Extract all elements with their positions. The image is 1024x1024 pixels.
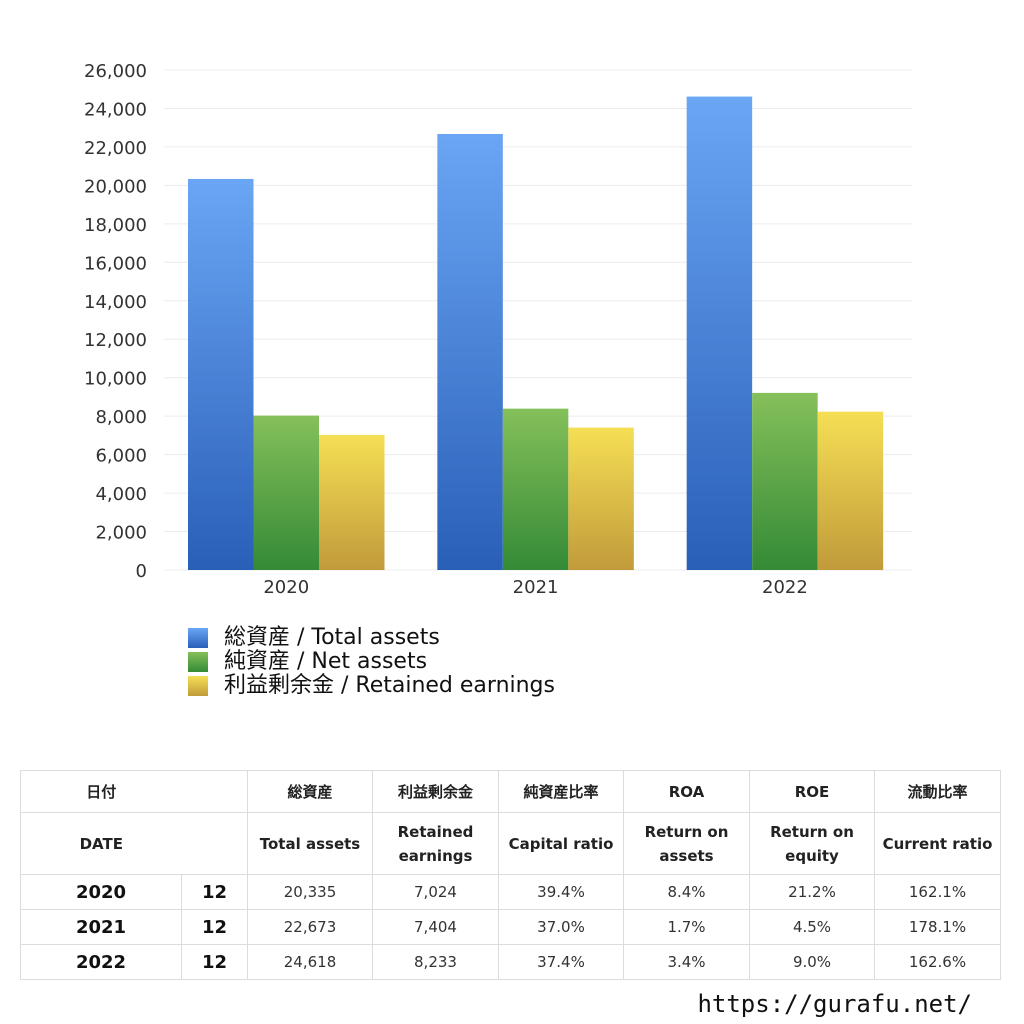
legend-swatch-total-assets bbox=[188, 628, 208, 648]
table-header-ja: 日付 総資産 利益剰余金 純資産比率 ROA ROE 流動比率 bbox=[20, 770, 1001, 813]
header-total-assets-en: Total assets bbox=[247, 812, 373, 875]
header-month-en bbox=[181, 812, 248, 875]
y-tick-label: 18,000 bbox=[84, 215, 147, 236]
cell-retained-earnings: 7,024 bbox=[372, 874, 499, 910]
header-line: Capital ratio bbox=[508, 834, 614, 853]
cell-current-ratio: 178.1% bbox=[874, 909, 1001, 945]
header-current-ratio-ja: 流動比率 bbox=[874, 770, 1001, 813]
cell-current-ratio: 162.1% bbox=[874, 874, 1001, 910]
y-tick-label: 24,000 bbox=[84, 99, 147, 120]
bar-retained-earnings bbox=[568, 427, 634, 570]
cell-total-assets: 24,618 bbox=[247, 944, 373, 980]
y-tick-label: 22,000 bbox=[84, 138, 147, 159]
header-roe-ja: ROE bbox=[749, 770, 875, 813]
header-roe-en: Return on equity bbox=[749, 812, 875, 875]
y-tick-label: 2,000 bbox=[95, 523, 147, 544]
legend-item-total-assets: 総資産 / Total assets bbox=[188, 626, 555, 650]
cell-month: 12 bbox=[181, 944, 248, 980]
header-line: assets bbox=[659, 846, 714, 865]
cell-capital-ratio: 37.0% bbox=[498, 909, 624, 945]
header-line: Return on bbox=[644, 822, 729, 841]
bar-total-assets bbox=[188, 178, 254, 570]
cell-total-assets: 20,335 bbox=[247, 874, 373, 910]
legend-label: 総資産 / Total assets bbox=[224, 625, 440, 650]
legend: 総資産 / Total assets 純資産 / Net assets 利益剰余… bbox=[188, 626, 555, 698]
cell-roa: 3.4% bbox=[623, 944, 750, 980]
bar-net-assets bbox=[253, 415, 319, 570]
bar-total-assets bbox=[437, 133, 503, 570]
cell-year: 2021 bbox=[20, 909, 182, 945]
cell-roa: 8.4% bbox=[623, 874, 750, 910]
x-tick-label: 2022 bbox=[762, 577, 808, 598]
y-tick-label: 8,000 bbox=[95, 407, 147, 428]
cell-month: 12 bbox=[181, 874, 248, 910]
y-tick-label: 6,000 bbox=[95, 446, 147, 467]
header-retained-earnings-en: Retained earnings bbox=[372, 812, 499, 875]
y-tick-label: 26,000 bbox=[84, 61, 147, 82]
bar-chart: 0 2,000 4,000 6,000 8,000 10,000 12,000 14,000 1… bbox=[84, 61, 912, 598]
header-total-assets-ja: 総資産 bbox=[247, 770, 373, 813]
legend-item-net-assets: 純資産 / Net assets bbox=[188, 650, 555, 674]
header-current-ratio-en: Current ratio bbox=[874, 812, 1001, 875]
table-row: 2020 12 20,335 7,024 39.4% 8.4% 21.2% 16… bbox=[20, 874, 1001, 910]
cell-total-assets: 22,673 bbox=[247, 909, 373, 945]
x-tick-label: 2020 bbox=[263, 577, 309, 598]
bar-net-assets bbox=[502, 408, 569, 570]
x-tick-label: 2021 bbox=[513, 577, 559, 598]
y-tick-label: 4,000 bbox=[95, 484, 147, 505]
y-tick-label: 16,000 bbox=[84, 253, 147, 274]
table-row: 2022 12 24,618 8,233 37.4% 3.4% 9.0% 162… bbox=[20, 944, 1001, 980]
bar-retained-earnings bbox=[817, 411, 884, 570]
cell-roe: 9.0% bbox=[749, 944, 875, 980]
legend-label: 利益剰余金 / Retained earnings bbox=[224, 673, 555, 698]
legend-label: 純資産 / Net assets bbox=[224, 649, 428, 674]
header-roa-ja: ROA bbox=[623, 770, 750, 813]
y-tick-label: 0 bbox=[136, 561, 147, 582]
header-month-ja bbox=[181, 770, 248, 813]
legend-swatch-net-assets bbox=[188, 652, 208, 672]
cell-year: 2022 bbox=[20, 944, 182, 980]
header-line: Retained bbox=[397, 822, 474, 841]
bar-total-assets bbox=[686, 96, 753, 571]
cell-month: 12 bbox=[181, 909, 248, 945]
cell-capital-ratio: 39.4% bbox=[498, 874, 624, 910]
header-date-ja: 日付 bbox=[20, 770, 182, 813]
x-axis: 2020 2021 2022 bbox=[263, 577, 807, 598]
header-roa-en: Return on assets bbox=[623, 812, 750, 875]
header-capital-ratio-en: Capital ratio bbox=[498, 812, 624, 875]
cell-roa: 1.7% bbox=[623, 909, 750, 945]
cell-capital-ratio: 37.4% bbox=[498, 944, 624, 980]
y-tick-label: 14,000 bbox=[84, 292, 147, 313]
header-capital-ratio-ja: 純資産比率 bbox=[498, 770, 624, 813]
y-tick-label: 20,000 bbox=[84, 176, 147, 197]
cell-roe: 4.5% bbox=[749, 909, 875, 945]
site-url[interactable]: https://gurafu.net/ bbox=[697, 990, 972, 1018]
header-line: DATE bbox=[79, 834, 123, 853]
header-retained-earnings-ja: 利益剰余金 bbox=[372, 770, 499, 813]
cell-retained-earnings: 8,233 bbox=[372, 944, 499, 980]
header-line: Current ratio bbox=[882, 834, 993, 853]
header-line: equity bbox=[785, 846, 839, 865]
cell-retained-earnings: 7,404 bbox=[372, 909, 499, 945]
table-row: 2021 12 22,673 7,404 37.0% 1.7% 4.5% 178… bbox=[20, 909, 1001, 945]
cell-year: 2020 bbox=[20, 874, 182, 910]
table-header-en: DATE Total assets Retained earnings Capit… bbox=[20, 812, 1001, 875]
bar-net-assets bbox=[752, 392, 818, 570]
legend-swatch-retained-earnings bbox=[188, 676, 208, 696]
bar-retained-earnings bbox=[319, 434, 385, 570]
cell-roe: 21.2% bbox=[749, 874, 875, 910]
header-date-en: DATE bbox=[20, 812, 182, 875]
y-tick-label: 12,000 bbox=[84, 330, 147, 351]
header-line: earnings bbox=[398, 846, 473, 865]
y-axis: 0 2,000 4,000 6,000 8,000 10,000 12,000 14,000 1… bbox=[84, 61, 147, 582]
financial-table: 日付 総資産 利益剰余金 純資産比率 ROA ROE 流動比率 DATE Tot… bbox=[20, 770, 1001, 980]
legend-item-retained-earnings: 利益剰余金 / Retained earnings bbox=[188, 674, 555, 698]
header-line: Total assets bbox=[259, 834, 361, 853]
header-line: Return on bbox=[770, 822, 854, 841]
cell-current-ratio: 162.6% bbox=[874, 944, 1001, 980]
bars bbox=[188, 96, 884, 571]
y-tick-label: 10,000 bbox=[84, 369, 147, 390]
